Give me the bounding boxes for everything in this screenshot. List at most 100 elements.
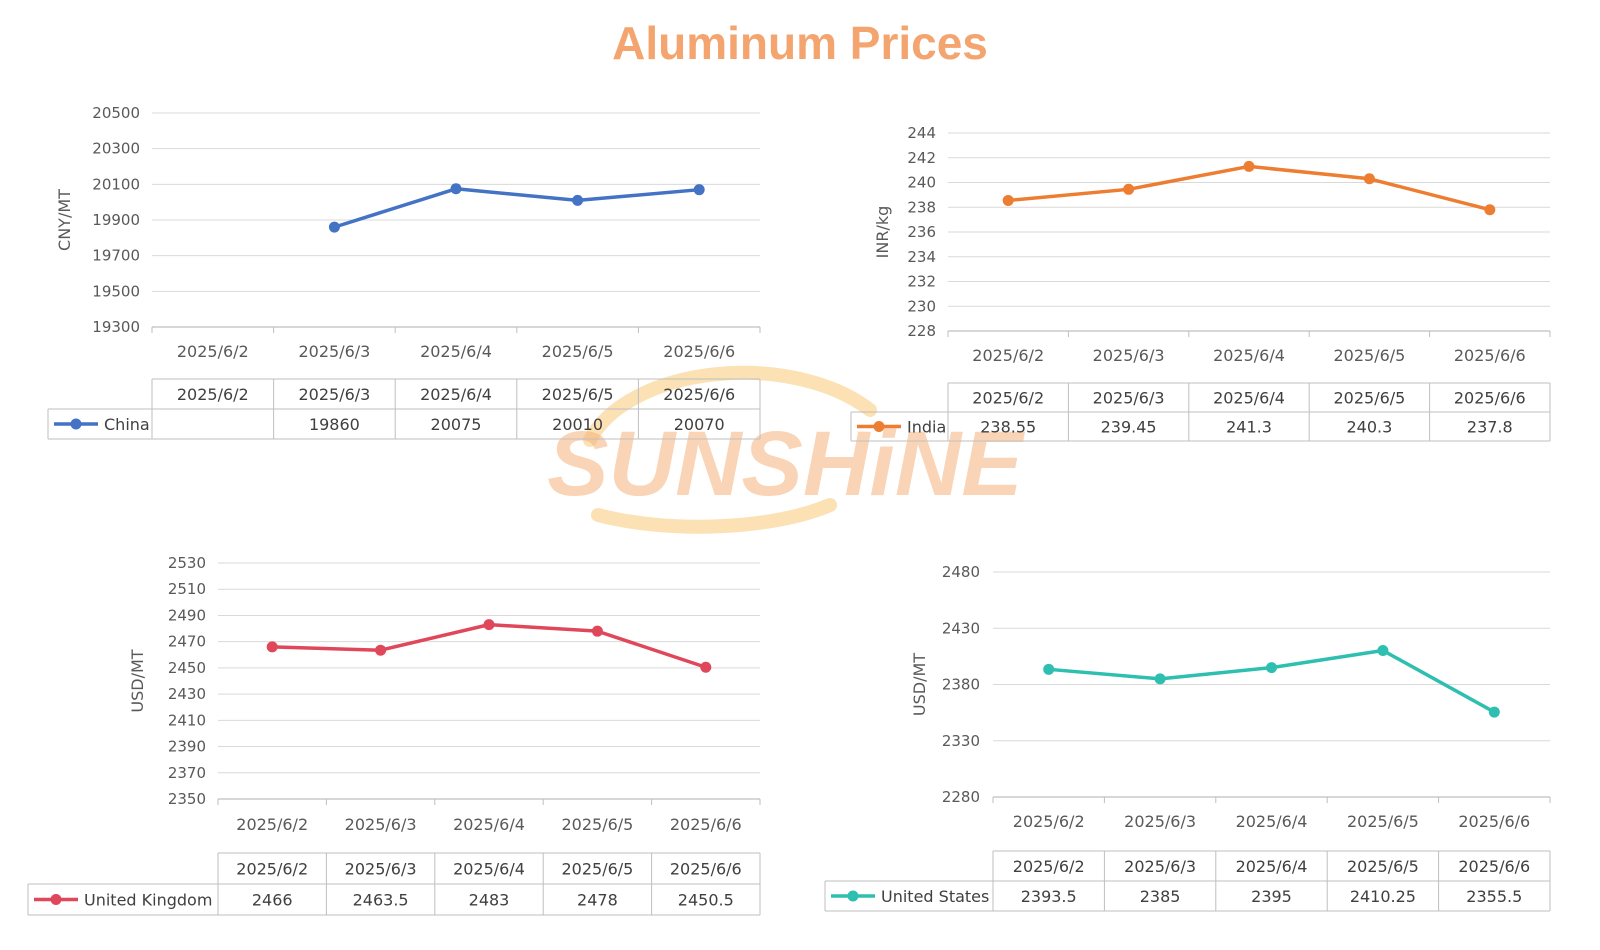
data-point: [1266, 662, 1277, 674]
y-axis-label: USD/MT: [910, 653, 929, 716]
data-point: [1363, 173, 1375, 185]
y-tick-label: 2390: [168, 738, 206, 756]
data-point: [266, 641, 278, 653]
y-tick-label: 2490: [168, 606, 206, 624]
y-tick-label: 19500: [92, 282, 140, 300]
y-tick-label: 2480: [942, 563, 980, 581]
legend-label: China: [104, 415, 150, 434]
data-label: 2355.5: [1466, 887, 1522, 906]
y-tick-label: 2370: [168, 764, 206, 782]
legend-marker: [50, 894, 62, 905]
y-axis-label: INR/kg: [873, 206, 892, 259]
data-label: 2450.5: [678, 891, 734, 910]
table-header-cell: 2025/6/5: [561, 860, 633, 879]
y-tick-label: 244: [907, 124, 936, 142]
y-tick-label: 2350: [168, 790, 206, 808]
y-tick-label: 232: [907, 273, 936, 291]
y-tick-label: 20100: [92, 175, 140, 193]
y-tick-label: 228: [907, 322, 936, 340]
data-label: 241.3: [1226, 418, 1272, 437]
series-line-china: [333, 187, 700, 229]
data-point: [375, 644, 387, 656]
table-header-cell: 2025/6/3: [1124, 857, 1196, 876]
y-tick-label: 2410: [168, 711, 206, 729]
data-point: [1243, 160, 1255, 172]
x-tick-label: 2025/6/2: [972, 346, 1044, 365]
table-header-cell: 2025/6/3: [298, 385, 370, 404]
watermark-arc-bottom: [591, 498, 837, 534]
table-header-cell: 2025/6/6: [1458, 857, 1530, 876]
data-point: [1377, 644, 1389, 656]
data-point: [700, 661, 712, 673]
y-tick-label: 238: [907, 198, 936, 216]
data-label: 2393.5: [1021, 887, 1077, 906]
x-tick-label: 2025/6/5: [561, 815, 633, 834]
y-tick-label: 2430: [168, 685, 206, 703]
y-tick-label: 2280: [942, 788, 980, 806]
x-tick-label: 2025/6/6: [670, 815, 742, 834]
legend-marker: [70, 418, 82, 430]
data-point: [483, 619, 495, 631]
page-title: Aluminum Prices: [612, 17, 988, 69]
table-header-cell: 2025/6/2: [1013, 857, 1085, 876]
y-tick-label: 2470: [168, 633, 206, 651]
data-label: 2466: [252, 891, 293, 910]
table-header-cell: 2025/6/2: [236, 860, 308, 879]
data-label: 237.8: [1467, 418, 1513, 437]
y-tick-label: 20500: [92, 104, 140, 122]
data-point: [572, 194, 584, 206]
y-tick-label: 2330: [942, 732, 980, 750]
y-tick-label: 19700: [92, 247, 140, 265]
data-point: [1484, 204, 1496, 216]
table-header-cell: 2025/6/2: [177, 385, 249, 404]
data-label: 20075: [431, 415, 482, 434]
y-tick-label: 236: [907, 223, 936, 241]
y-tick-label: 19300: [92, 318, 140, 336]
table-header-cell: 2025/6/6: [1454, 389, 1526, 408]
legend-marker: [847, 890, 859, 902]
table-header-cell: 2025/6/6: [663, 385, 735, 404]
data-point: [1043, 663, 1055, 675]
data-label: 20010: [552, 415, 603, 434]
table-header-cell: 2025/6/4: [1236, 857, 1308, 876]
y-tick-label: 2510: [168, 580, 206, 598]
data-label: 2478: [577, 891, 618, 910]
y-tick-label: 20300: [92, 140, 140, 158]
legend-label: India: [907, 418, 946, 437]
data-label: 239.45: [1101, 418, 1157, 437]
x-tick-label: 2025/6/5: [1333, 346, 1405, 365]
data-point: [591, 625, 603, 637]
table-header-cell: 2025/6/5: [1347, 857, 1419, 876]
x-tick-label: 2025/6/3: [345, 815, 417, 834]
table-header-cell: 2025/6/3: [345, 860, 417, 879]
x-tick-label: 2025/6/2: [1013, 812, 1085, 831]
table-header-cell: 2025/6/4: [453, 860, 525, 879]
data-point: [693, 184, 705, 196]
y-tick-label: 19900: [92, 211, 140, 229]
x-tick-label: 2025/6/5: [542, 342, 614, 361]
x-tick-label: 2025/6/5: [1347, 812, 1419, 831]
legend-marker: [873, 421, 885, 432]
table-header-cell: 2025/6/2: [972, 389, 1044, 408]
table-header-cell: 2025/6/6: [670, 860, 742, 879]
x-tick-label: 2025/6/3: [298, 342, 370, 361]
y-tick-label: 2430: [942, 619, 980, 637]
watermark-text: SUNSHiNE: [547, 413, 1025, 515]
table-header-cell: 2025/6/3: [1093, 389, 1165, 408]
data-point: [1154, 673, 1166, 685]
y-tick-label: 242: [907, 149, 936, 167]
data-label: 19860: [309, 415, 360, 434]
legend-label: United Kingdom: [84, 891, 212, 910]
data-label: 2483: [469, 891, 510, 910]
data-label: 2385: [1140, 887, 1181, 906]
x-tick-label: 2025/6/6: [1458, 812, 1530, 831]
y-axis-label: USD/MT: [128, 649, 147, 712]
y-axis-label: CNY/MT: [55, 189, 74, 251]
y-tick-label: 2530: [168, 554, 206, 572]
data-point: [450, 183, 462, 195]
